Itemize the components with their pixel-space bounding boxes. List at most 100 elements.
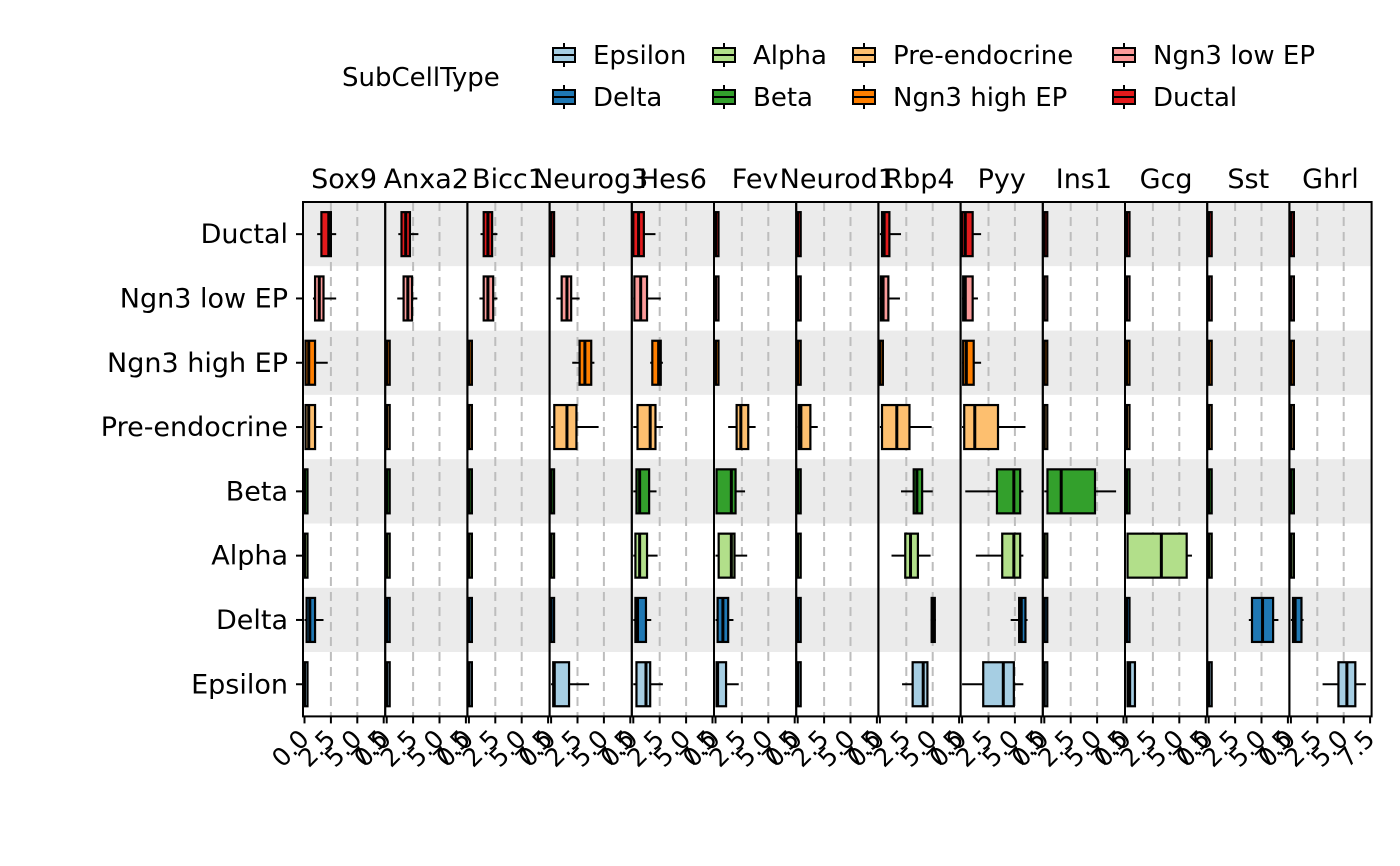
legend-item-ngn3-high-ep: Ngn3 high EP [852,83,1067,113]
box-ductal [796,211,802,258]
box-pre-endocrine [551,403,599,451]
y-tick-label: Delta [216,605,288,636]
box-ngn3-high-ep [467,339,473,386]
box-pre-endocrine [879,403,932,451]
box-body [651,339,662,386]
box-ngn3-low-ep [1207,275,1213,322]
box-pre-endocrine [385,403,391,451]
box-alpha [385,532,391,579]
row-bands [303,202,1372,717]
box-epsilon [1207,661,1213,708]
box-alpha [467,532,473,579]
box-pre-endocrine [728,403,756,451]
y-tick-label: Ductal [201,219,288,250]
legend-label: Ngn3 high EP [893,83,1067,113]
box-delta [633,596,652,644]
box-alpha [715,532,748,579]
box-ngn3-high-ep [1289,339,1296,386]
y-tick-label: Pre-endocrine [101,412,288,443]
box-body [634,596,648,644]
box-epsilon [1126,661,1137,708]
box-delta [1010,596,1028,644]
box-beta [715,468,746,515]
box-epsilon [1322,661,1366,708]
y-tick-label: Ngn3 high EP [107,348,288,379]
box-beta [1289,468,1296,515]
box-alpha [633,532,658,579]
box-beta [1125,468,1131,515]
y-axis: Ductal Ngn3 low EP Ngn3 high EP Pre-endocri… [101,219,303,700]
legend-label: Alpha [753,41,827,71]
box-body [304,339,317,386]
box-epsilon [902,661,929,708]
panel-title: Fev [732,164,779,195]
box-ngn3-high-ep [650,339,663,386]
box-alpha [975,532,1024,579]
box-body [1001,532,1022,579]
box-alpha [796,532,802,579]
box-body [982,661,1015,708]
box-ngn3-high-ep [796,339,802,386]
box-body [911,661,929,708]
box-ductal [1207,211,1213,258]
box-delta [1248,596,1279,644]
box-ngn3-low-ep [879,275,900,322]
box-delta [715,596,734,644]
box-body [962,339,975,386]
box-body [879,275,890,322]
panel-title: Hes6 [639,164,707,195]
box-pre-endocrine [962,403,1026,451]
box-ductal [1042,211,1049,258]
box-alpha [891,532,931,579]
legend-title: SubCellType [342,63,500,93]
panel-title: Bicc1 [472,164,545,195]
legend-item-pre-endocrine: Pre-endocrine [852,41,1073,71]
box-ductal [879,211,902,258]
box-pre-endocrine [633,403,663,451]
box-delta [930,596,936,644]
box-body [1291,596,1303,644]
box-delta [549,596,556,644]
legend-item-ngn3-low-ep: Ngn3 low EP [1112,41,1315,71]
box-beta [1044,468,1117,515]
box-ngn3-low-ep [1289,275,1296,322]
box-alpha [1289,532,1296,579]
legend-label: Beta [753,83,813,113]
box-ngn3-low-ep [479,275,498,322]
box-beta [467,468,473,515]
box-body [636,403,657,451]
box-alpha [1126,532,1192,579]
box-ngn3-low-ep [714,275,720,322]
legend-item-ductal: Ductal [1112,83,1237,113]
box-delta [1125,596,1131,644]
panel-title: Ghrl [1302,164,1359,195]
box-pre-endocrine [1125,403,1131,451]
row-band-pre-endocrine [303,394,1372,460]
box-epsilon [1042,661,1049,708]
box-body [634,532,649,579]
panel-title: Sox9 [311,164,377,195]
box-beta [303,468,309,515]
row-band-ngn3-high-ep [303,330,1372,395]
box-ductal [1125,211,1131,258]
legend-item-beta: Beta [712,83,813,113]
legend-label: Delta [593,83,662,113]
panel-title: Neurog3 [533,164,648,195]
panel-title: Sst [1227,164,1269,195]
box-body [960,211,974,258]
box-ductal [398,211,419,258]
box-ngn3-high-ep [1207,339,1213,386]
box-delta [467,596,473,644]
y-tick-label: Ngn3 low EP [120,283,288,314]
box-epsilon [303,661,309,708]
box-ngn3-low-ep [796,275,802,322]
y-tick-label: Epsilon [191,669,288,700]
box-epsilon [633,661,663,708]
box-alpha [303,532,309,579]
box-ductal [549,211,556,258]
box-ngn3-low-ep [633,275,661,322]
box-epsilon [962,661,1024,708]
